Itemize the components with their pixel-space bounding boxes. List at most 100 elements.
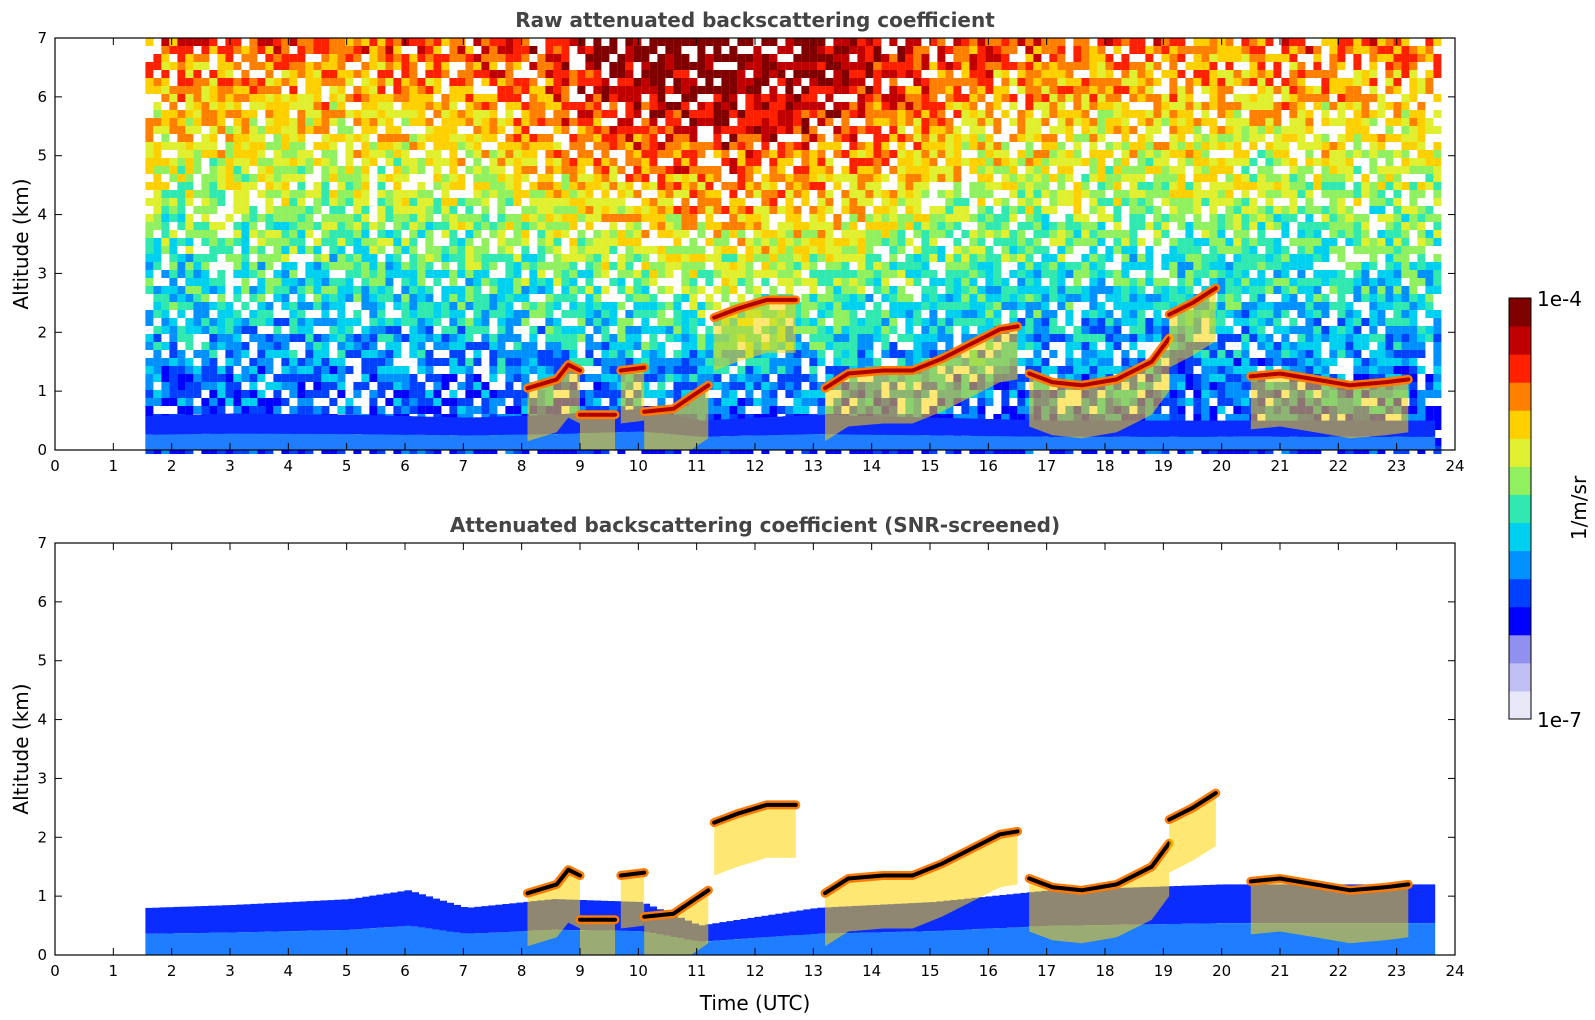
noise-cell [873, 334, 882, 342]
noise-cell [593, 302, 602, 310]
noise-cell [609, 214, 618, 222]
noise-cell [225, 166, 234, 174]
noise-cell [1025, 214, 1034, 222]
noise-cell [705, 350, 714, 358]
noise-cell [169, 302, 178, 310]
noise-cell [201, 366, 210, 374]
noise-cell [793, 182, 802, 190]
noise-cell [689, 166, 698, 174]
noise-cell [1001, 150, 1010, 158]
noise-cell [577, 38, 586, 46]
noise-cell [417, 310, 426, 318]
noise-cell [705, 174, 714, 182]
noise-cell [785, 206, 794, 214]
noise-cell [705, 142, 714, 150]
noise-cell [577, 78, 586, 86]
noise-cell [529, 278, 538, 286]
noise-cell [505, 246, 514, 254]
noise-cell [169, 278, 178, 286]
noise-cell [361, 94, 370, 102]
noise-cell [1033, 94, 1042, 102]
noise-cell [641, 198, 650, 206]
noise-cell [865, 182, 874, 190]
noise-cell [873, 150, 882, 158]
noise-cell [1073, 222, 1082, 230]
noise-cell [801, 222, 810, 230]
noise-cell [225, 134, 234, 142]
noise-cell [561, 158, 570, 166]
noise-cell [977, 326, 986, 334]
noise-cell [377, 134, 386, 142]
noise-cell [481, 270, 490, 278]
noise-cell [385, 358, 394, 366]
noise-cell [297, 214, 306, 222]
noise-cell [425, 310, 434, 318]
noise-cell [881, 334, 890, 342]
noise-cell [1017, 126, 1026, 134]
noise-cell [465, 166, 474, 174]
noise-cell [289, 358, 298, 366]
noise-cell [521, 174, 530, 182]
noise-cell [233, 182, 242, 190]
noise-cell [553, 198, 562, 206]
noise-cell [177, 118, 186, 126]
noise-cell [441, 102, 450, 110]
noise-cell [553, 158, 562, 166]
noise-cell [305, 158, 314, 166]
noise-cell [825, 206, 834, 214]
noise-cell [521, 78, 530, 86]
noise-cell [849, 102, 858, 110]
noise-cell [385, 334, 394, 342]
noise-cell [305, 38, 314, 46]
noise-cell [305, 326, 314, 334]
noise-cell [769, 134, 778, 142]
noise-cell [337, 206, 346, 214]
noise-cell [401, 334, 410, 342]
noise-cell [441, 294, 450, 302]
noise-cell [1017, 38, 1026, 46]
noise-cell [913, 358, 922, 366]
noise-cell [929, 302, 938, 310]
noise-cell [809, 278, 818, 286]
noise-cell [825, 110, 834, 118]
noise-cell [361, 366, 370, 374]
noise-cell [321, 222, 330, 230]
noise-cell [1009, 118, 1018, 126]
noise-cell [905, 190, 914, 198]
noise-cell [281, 262, 290, 270]
noise-cell [817, 230, 826, 238]
noise-cell [425, 326, 434, 334]
noise-cell [817, 294, 826, 302]
noise-cell [225, 182, 234, 190]
noise-cell [593, 134, 602, 142]
noise-cell [441, 142, 450, 150]
noise-cell [145, 366, 154, 374]
noise-cell [177, 374, 186, 382]
noise-cell [417, 366, 426, 374]
noise-cell [321, 198, 330, 206]
noise-cell [969, 86, 978, 94]
noise-cell [449, 78, 458, 86]
noise-cell [321, 238, 330, 246]
noise-cell [745, 110, 754, 118]
noise-cell [249, 310, 258, 318]
noise-cell [1049, 110, 1058, 118]
noise-cell [593, 374, 602, 382]
noise-cell [1041, 326, 1050, 334]
noise-cell [961, 206, 970, 214]
noise-cell [977, 198, 986, 206]
noise-cell [465, 214, 474, 222]
noise-cell [825, 222, 834, 230]
noise-cell [233, 134, 242, 142]
noise-cell [489, 54, 498, 62]
noise-cell [673, 366, 682, 374]
noise-cell [625, 46, 634, 54]
noise-cell [449, 142, 458, 150]
noise-cell [353, 254, 362, 262]
noise-cell [649, 350, 658, 358]
noise-cell [433, 206, 442, 214]
noise-cell [681, 310, 690, 318]
noise-cell [1065, 118, 1074, 126]
noise-cell [665, 62, 674, 70]
noise-cell [1049, 62, 1058, 70]
